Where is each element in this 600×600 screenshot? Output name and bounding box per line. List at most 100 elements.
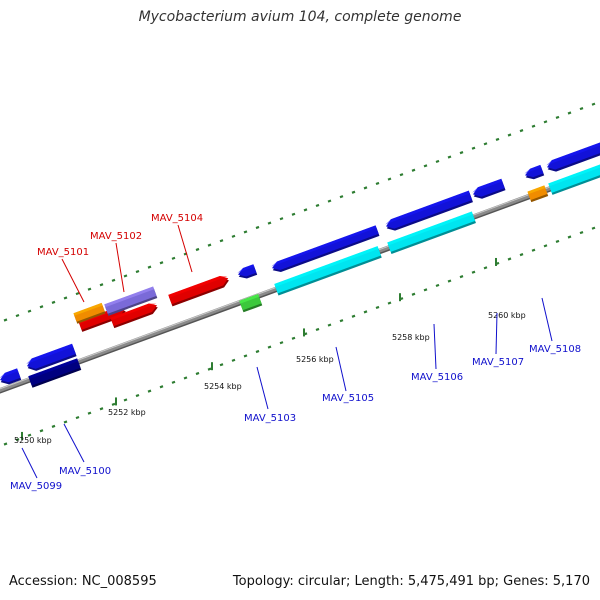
track-dot (267, 221, 272, 225)
cds-cyan-box-body (387, 211, 476, 252)
track-dot (183, 376, 188, 380)
track-dot (327, 199, 332, 203)
leader-line (256, 366, 269, 410)
genome-summary-text: Topology: circular; Length: 5,475,491 bp… (232, 574, 590, 589)
track-dot (447, 279, 452, 283)
track-dot (315, 203, 320, 208)
track-dot (375, 305, 380, 310)
gene-label: MAV_5103 (244, 413, 296, 424)
cds-orange-box-highlight (73, 302, 103, 316)
track-dot (435, 159, 440, 164)
track-dot (471, 146, 476, 150)
dotted-tracks (3, 102, 596, 446)
gene-reverse-arrow (524, 164, 545, 180)
track-dot (63, 420, 68, 424)
track-dot (15, 313, 20, 318)
track-dot (411, 168, 416, 172)
gene-label: MAV_5101 (37, 247, 89, 258)
tick-label: 5258 kbp (392, 333, 430, 342)
cds-purple-box (104, 286, 158, 316)
gene-label: MAV_5099 (10, 481, 62, 492)
cds-purple-box-highlight (104, 286, 155, 308)
track-dot (219, 363, 224, 367)
gene-reverse-arrow-highlight (385, 190, 470, 225)
cds-orange-box (527, 185, 549, 203)
map-title: Mycobacterium avium 104, complete genome (138, 9, 462, 25)
track-dot (339, 195, 344, 199)
track-dot (255, 349, 260, 354)
track-dot (399, 173, 404, 177)
tick-label: 5260 kbp (488, 311, 526, 320)
gene-reverse-arrow (26, 343, 77, 371)
track-dot (291, 212, 296, 216)
gene-label: MAV_5104 (151, 213, 203, 224)
track-dot (159, 385, 164, 389)
track-dot (279, 217, 284, 221)
track-dot (519, 129, 524, 133)
track-dot (459, 151, 464, 155)
cds-orange-box (73, 302, 106, 324)
track-dot (207, 367, 212, 371)
track-dot (27, 433, 32, 437)
track-dot (159, 261, 164, 265)
track-dot (207, 243, 212, 247)
track-dot (519, 253, 524, 257)
track-dot (555, 115, 560, 119)
track-dot (195, 371, 200, 376)
gene-reverse-arrow (271, 225, 380, 273)
track-dot (327, 323, 332, 327)
track-dot (123, 398, 128, 402)
track-dot (3, 442, 8, 446)
track-dot (507, 133, 512, 137)
cds-cyan-box-highlight (274, 246, 379, 287)
gene-label: MAV_5102 (90, 231, 142, 242)
tick-label: 5252 kbp (108, 408, 146, 417)
track-dot (447, 155, 452, 159)
cds-navy-box (28, 358, 82, 388)
track-dot (123, 274, 128, 278)
leader-line (63, 423, 85, 463)
track-dot (111, 278, 116, 282)
cds-navy-box-highlight (28, 358, 79, 380)
track-dot (315, 327, 320, 332)
cds-cyan-box (387, 211, 476, 254)
track-dot (87, 411, 92, 415)
gene-features (0, 141, 600, 388)
leader-line (177, 224, 193, 273)
cds-orange-box-body (527, 185, 548, 201)
gene-reverse-arrow (0, 368, 22, 385)
tick-label: 5256 kbp (296, 355, 334, 364)
track-dot (423, 164, 428, 168)
track-dot (255, 225, 260, 230)
track-dot (363, 310, 368, 314)
cds-green-box-highlight (239, 293, 260, 304)
cds-cyan-box-highlight (387, 211, 473, 246)
gene-reverse-arrow (385, 190, 473, 231)
track-dot (243, 354, 248, 358)
track-dot (375, 181, 380, 186)
track-dot (507, 257, 512, 261)
track-dot (339, 319, 344, 323)
track-dot (435, 283, 440, 288)
track-dot (471, 270, 476, 274)
gene-reverse-arrow-highlight (237, 264, 255, 273)
leader-line (433, 323, 437, 370)
track-dot (219, 239, 224, 243)
accession-text: Accession: NC_008595 (9, 574, 157, 589)
cds-navy-box-body (28, 358, 81, 386)
track-dot (3, 318, 8, 322)
leader-line (495, 312, 498, 355)
track-dot (579, 107, 584, 111)
gene-reverse-arrow (237, 264, 258, 279)
gene-reverse-arrow-highlight (546, 141, 600, 166)
track-dot (303, 208, 308, 212)
track-dot (27, 309, 32, 313)
track-dot (411, 292, 416, 296)
tick-label: 5254 kbp (204, 382, 242, 391)
position-ticks: 5250 kbp 5252 kbp 5254 kbp 5256 kbp 5258 kbp… (14, 257, 526, 445)
gene-forward-arrow (110, 303, 158, 329)
track-dot (171, 380, 176, 384)
track-dot (591, 102, 596, 106)
